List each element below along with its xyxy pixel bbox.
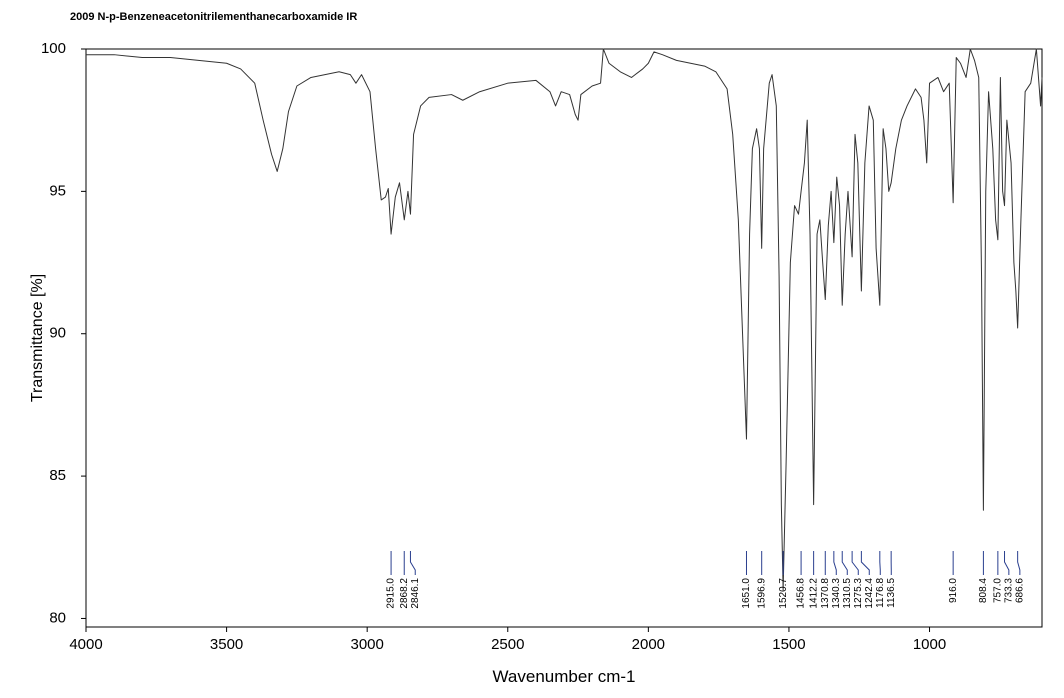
peak-marker [851, 551, 859, 575]
plot-frame [85, 48, 1043, 628]
peak-marker [1004, 551, 1010, 575]
peak-marker [841, 551, 848, 575]
spectrum-line [86, 48, 1043, 591]
y-tick-label: 100 [41, 40, 66, 57]
peak-label: 2846.1 [410, 578, 421, 609]
x-tick-label: 3000 [350, 636, 383, 653]
peak-label: 686.6 [1014, 578, 1025, 603]
x-tick-label: 1500 [772, 636, 805, 653]
x-tick-label: 1000 [913, 636, 946, 653]
peak-label: 1275.3 [853, 578, 864, 609]
chart-title: 2009 N-p-Benzeneacetonitrilementhanecarb… [70, 11, 357, 23]
peak-label: 2915.0 [386, 578, 397, 609]
peak-label: 2868.2 [399, 578, 410, 609]
y-tick-label: 95 [49, 182, 66, 199]
x-tick-label: 2000 [632, 636, 665, 653]
peak-marker [860, 551, 870, 575]
peak-label: 1456.8 [796, 578, 807, 609]
peak-label: 1136.5 [886, 578, 897, 608]
peak-label: 757.0 [992, 578, 1003, 603]
y-tick-label: 85 [49, 467, 66, 484]
peak-label: 1340.3 [831, 578, 842, 609]
x-axis-label: Wavenumber cm-1 [493, 667, 636, 686]
peak-marker [1017, 551, 1021, 575]
peak-label: 1651.0 [741, 578, 752, 609]
peak-label: 916.0 [948, 578, 959, 603]
peak-label: 733.3 [1003, 578, 1014, 603]
peak-marker [833, 551, 837, 575]
y-tick-label: 90 [49, 325, 66, 342]
peak-label: 1242.4 [864, 578, 875, 609]
peak-label: 1520.7 [778, 578, 789, 609]
peak-label: 1596.9 [756, 578, 767, 609]
y-axis-label: Transmittance [%] [29, 274, 46, 402]
peak-label: 1370.8 [820, 578, 831, 609]
x-tick-label: 3500 [210, 636, 243, 653]
peak-label: 1412.2 [808, 578, 819, 609]
peak-label: 1176.8 [875, 578, 886, 608]
peak-label: 1310.5 [842, 578, 853, 609]
y-tick-label: 80 [49, 609, 66, 626]
peak-marker [409, 551, 416, 575]
x-tick-label: 4000 [69, 636, 102, 653]
peak-label: 808.4 [978, 578, 989, 603]
x-tick-label: 2500 [491, 636, 524, 653]
